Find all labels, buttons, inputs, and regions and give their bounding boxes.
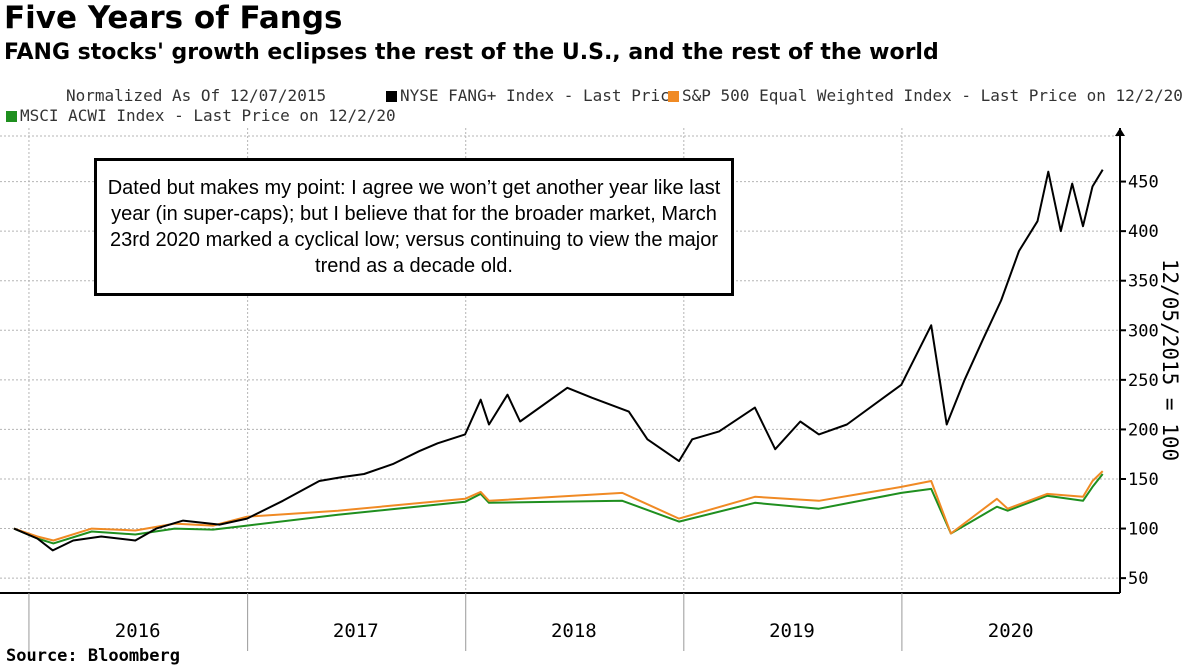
axes: 50 100 150 200 250 300 350 400 450 2016 2017 2018 20… <box>0 128 1159 651</box>
chart-title: Five Years of Fangs <box>4 0 343 36</box>
annotation-box: Dated but makes my point: I agree we won… <box>94 158 734 296</box>
legend-swatch-sp500 <box>668 91 679 102</box>
series-line-sp500 <box>13 470 1104 542</box>
x-tick-label: 2016 <box>115 620 161 642</box>
legend-swatch-fang <box>386 91 397 102</box>
legend-swatch-msci <box>6 111 17 122</box>
legend-label-msci: MSCI ACWI Index - Last Price on 12/2/20 <box>20 106 396 125</box>
legend-entry-sp500: S&P 500 Equal Weighted Index - Last Pric… <box>668 86 1183 105</box>
x-tick-label: 2018 <box>551 620 597 642</box>
x-tick-label: 2019 <box>769 620 815 642</box>
source-credit: Source: Bloomberg <box>6 646 180 666</box>
series-line-fang <box>13 169 1104 552</box>
y-tick-label: 450 <box>1128 173 1159 193</box>
y-tick-label: 150 <box>1128 470 1159 490</box>
x-tick-label: 2020 <box>988 620 1034 642</box>
y-axis-arrow <box>1115 128 1125 136</box>
legend-label-sp500: S&P 500 Equal Weighted Index - Last Pric… <box>682 86 1183 105</box>
y-tick-label: 200 <box>1128 420 1159 440</box>
y-tick-label: 100 <box>1128 520 1159 540</box>
y-tick-label: 300 <box>1128 321 1159 341</box>
y-tick-label: 50 <box>1128 569 1148 589</box>
chart-subtitle: FANG stocks' growth eclipses the rest of… <box>4 40 939 65</box>
normalization-note: Normalized As Of 12/07/2015 <box>66 86 327 105</box>
y-tick-label: 350 <box>1128 272 1159 292</box>
series-line-msci <box>13 473 1104 545</box>
series-lines <box>13 169 1104 552</box>
legend-entry-fang: NYSE FANG+ Index - Last Price <box>386 86 679 105</box>
y-tick-label: 250 <box>1128 371 1159 391</box>
legend-entry-msci: MSCI ACWI Index - Last Price on 12/2/20 <box>6 106 396 125</box>
legend-label-fang: NYSE FANG+ Index - Last Price <box>400 86 680 105</box>
x-tick-label: 2017 <box>333 620 379 642</box>
y-axis-title: 12/05/2015 = 100 <box>1158 258 1182 462</box>
y-tick-label: 400 <box>1128 222 1159 242</box>
line-chart: 50 100 150 200 250 300 350 400 450 2016 2017 2018 20… <box>0 128 1159 651</box>
